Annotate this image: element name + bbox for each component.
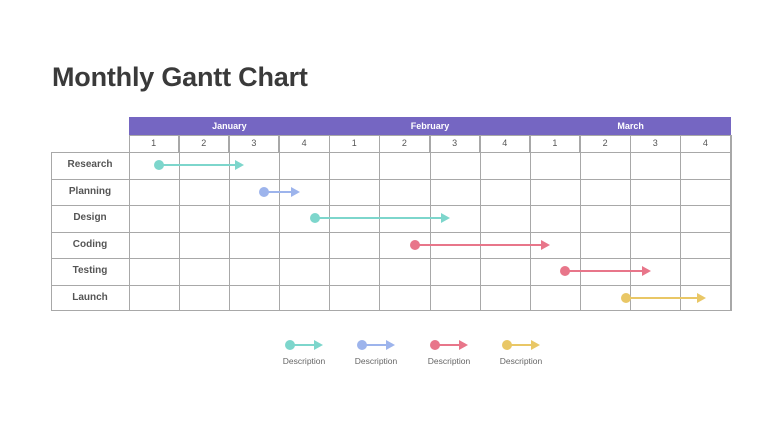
legend-item: Description [346,340,406,366]
legend-label: Description [427,356,471,366]
arrow-head-icon [696,292,706,303]
grid-vline [680,135,682,311]
bar-line [264,190,292,193]
week-header: 4 [681,135,731,152]
bar-line [625,296,698,299]
month-header: March [530,117,731,135]
task-label: Testing [72,265,108,276]
bar-start-dot [620,292,631,303]
arrow-head-icon [641,266,651,277]
legend-label: Description [354,356,398,366]
legend-label: Description [499,356,543,366]
grid-vline [630,135,632,311]
legend-arrow-icon [285,340,323,350]
arrow-head-icon [541,239,551,250]
week-header: 2 [380,135,430,152]
task-bar-coding[interactable] [409,239,551,250]
week-header: 2 [179,135,230,152]
grid-vline [128,135,130,311]
bar-line [414,243,543,246]
grid-hline [51,205,731,206]
legend-item: Description [419,340,479,366]
week-header: 3 [631,135,681,152]
arrow-head-icon [290,186,300,197]
task-label: Coding [72,238,108,250]
grid-vline [379,135,381,311]
grid-vline [580,135,581,311]
task-bar-planning[interactable] [259,186,300,197]
week-header: 4 [480,135,531,152]
bar-start-dot [154,160,165,171]
task-bar-design[interactable] [309,213,451,224]
bar-line [159,164,237,167]
task-label: Design [73,212,107,223]
page-title: Monthly Gantt Chart [52,62,308,92]
bar-start-dot [560,266,571,277]
legend-item: Description [274,340,334,366]
grid-hline [129,135,731,136]
week-header: 1 [129,135,180,152]
legend-arrow-icon [502,340,540,350]
grid-hline [51,231,731,233]
task-bar-research[interactable] [154,160,245,171]
legend-item: Description [491,340,551,366]
week-header: 1 [530,135,581,152]
task-bar-launch[interactable] [620,292,706,303]
week-header: 3 [229,135,280,152]
week-header: 2 [581,135,631,152]
grid-vline [279,135,280,311]
month-header: January [129,117,330,135]
legend-label: Description [282,356,326,366]
grid-vline [730,135,732,311]
bar-line [314,217,443,220]
legend-arrow-icon [357,340,395,350]
grid-vline [178,135,180,311]
week-header: 4 [280,135,330,152]
legend-arrow-icon [430,340,468,350]
task-label: Planning [68,185,112,197]
bar-start-dot [259,186,270,197]
grid-hline [51,178,731,180]
grid-hline [51,284,731,286]
arrow-head-icon [235,160,245,171]
grid-vline [479,135,481,311]
bar-line [565,270,643,273]
week-header: 3 [430,135,481,152]
bar-start-dot [409,239,420,250]
task-label: Research [67,159,113,170]
week-header: 1 [330,135,380,152]
bar-start-dot [309,213,320,224]
task-label: Launch [72,291,108,303]
grid-hline [51,258,731,259]
grid-vline [228,135,230,311]
month-header: February [329,117,531,135]
grid-vline [429,135,431,311]
task-bar-testing[interactable] [560,266,651,277]
grid-vline [329,135,331,311]
arrow-head-icon [441,213,451,224]
grid-vline [529,135,531,311]
